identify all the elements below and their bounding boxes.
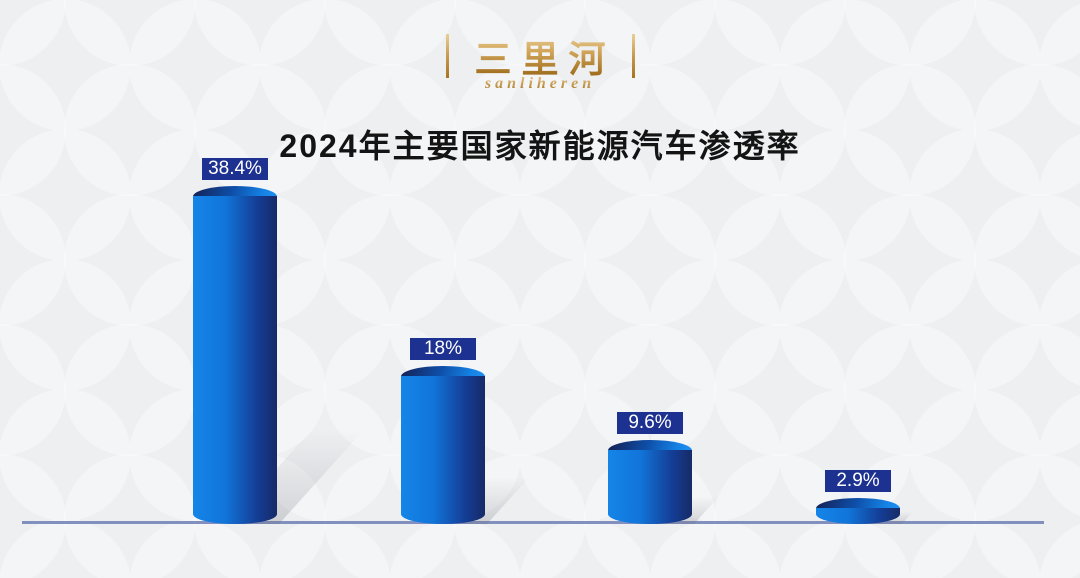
value-badge: 2.9% <box>825 470 891 492</box>
value-badge: 9.6% <box>617 412 683 434</box>
chart-title: 2024年主要国家新能源汽车渗透率 <box>279 128 801 164</box>
logo-divider-left <box>445 34 449 78</box>
brand-logo: 三里河 sanliheren <box>0 33 1080 93</box>
bar-cylinder <box>608 440 692 524</box>
bar-cylinder <box>816 498 900 524</box>
cylinder-body <box>816 508 900 524</box>
bar-cylinder <box>401 366 485 524</box>
cylinder-body <box>608 450 692 524</box>
logo-divider-right <box>631 34 635 78</box>
x-axis-baseline <box>22 521 1044 524</box>
brand-subtitle: sanliheren <box>484 75 596 92</box>
cylinder-body <box>401 376 485 524</box>
bar-cylinder <box>193 186 277 524</box>
value-badge: 38.4% <box>202 158 268 180</box>
cylinder-body <box>193 196 277 524</box>
brand-name: 三里河 <box>465 29 616 83</box>
value-badge: 18% <box>410 338 476 360</box>
